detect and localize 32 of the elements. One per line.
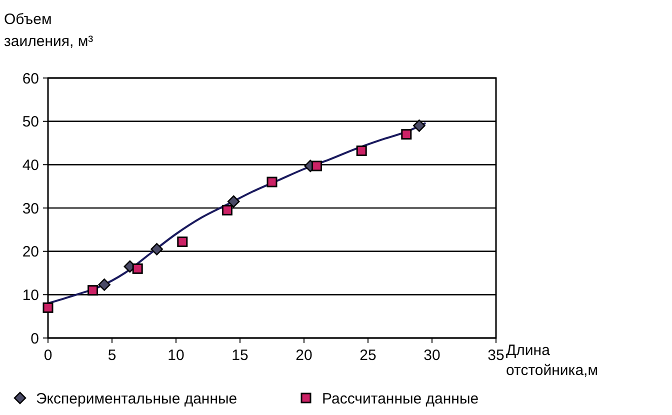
point: [312, 160, 322, 172]
point: [98, 278, 110, 291]
legend-label: Рассчитанные данные: [322, 390, 479, 408]
point: [177, 236, 188, 248]
x-tick-label: 25: [360, 347, 376, 364]
x-tick-label: 15: [232, 347, 248, 364]
x-tick-label: 10: [168, 347, 184, 364]
y-tick-label: 10: [22, 286, 39, 304]
point: [401, 129, 412, 140]
y-tick-label: 20: [22, 244, 39, 261]
point: [132, 263, 143, 274]
point: [42, 302, 54, 313]
point: [356, 146, 367, 156]
x-tick-label: 30: [424, 347, 440, 364]
y-tick-label: 60: [22, 70, 39, 88]
x-axis-title: Длина отстойника,м: [506, 342, 598, 379]
point: [88, 285, 98, 296]
point: [227, 195, 240, 208]
y-tick-label: 40: [22, 156, 39, 174]
x-tick-label: 5: [108, 347, 116, 364]
point: [222, 204, 232, 216]
point: [266, 176, 278, 188]
y-tick-label: 0: [30, 330, 39, 348]
y-axis-title: Объем заиления, м³: [4, 11, 94, 50]
point: [150, 243, 163, 256]
point: [413, 120, 426, 132]
y-tick-label: 30: [22, 200, 39, 218]
x-tick-label: 0: [44, 347, 52, 364]
x-tick-label: 35: [488, 347, 504, 364]
legend-label: Экспериментальные данные: [36, 390, 238, 408]
x-tick-label: 20: [296, 347, 312, 364]
y-tick-label: 50: [22, 114, 39, 131]
